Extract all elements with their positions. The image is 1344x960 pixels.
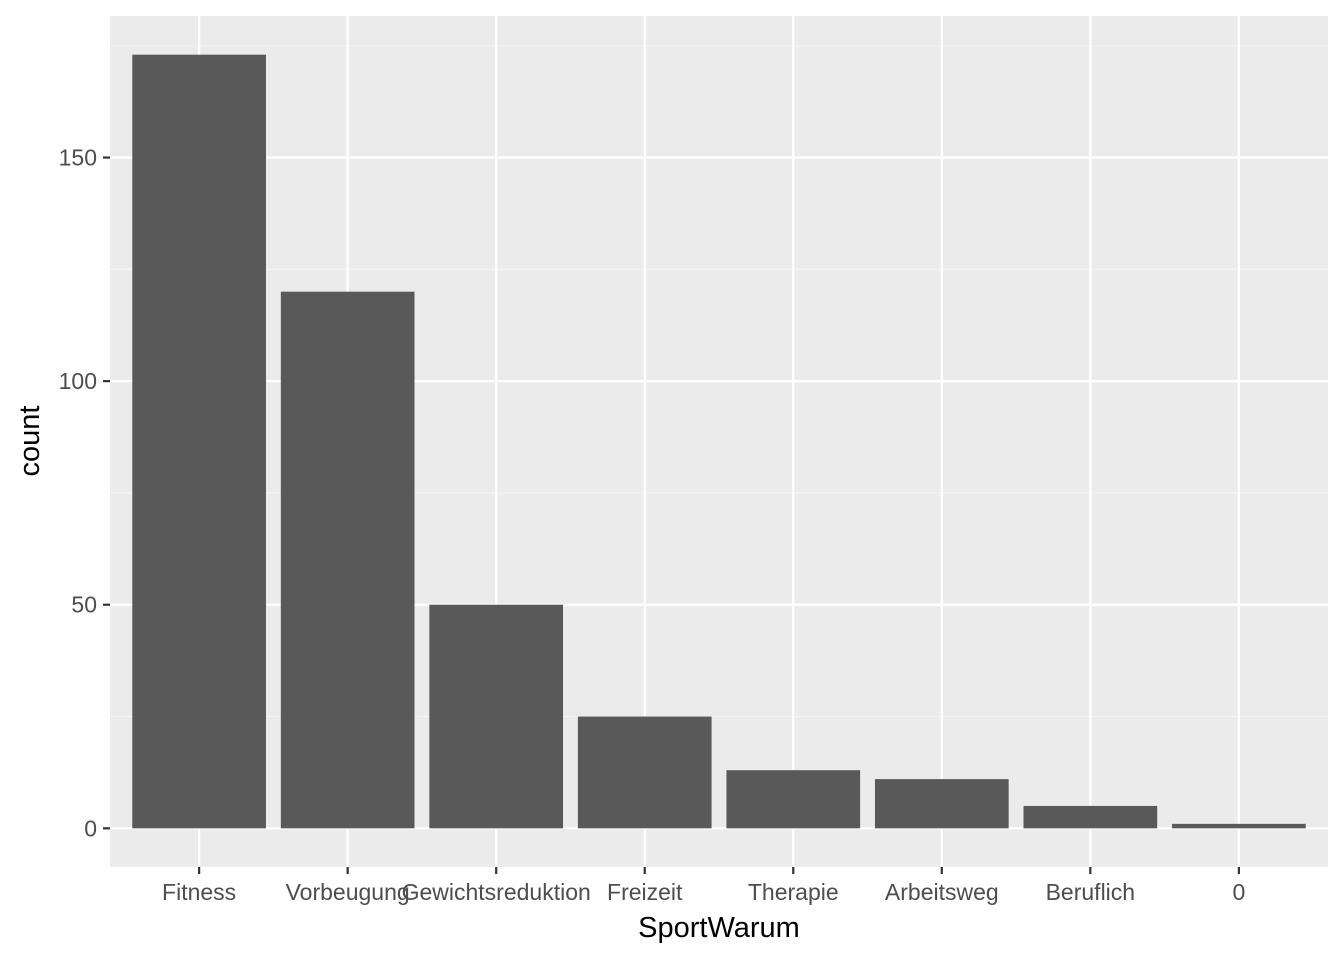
x-tick-label: Beruflich	[1046, 879, 1135, 905]
x-tick-label: 0	[1232, 879, 1245, 905]
bar	[1023, 805, 1158, 829]
bars	[132, 54, 1306, 829]
x-tick-label: Arbeitsweg	[885, 879, 999, 905]
x-tick-label: Vorbeugung	[286, 879, 410, 905]
x-tick-label: Fitness	[162, 879, 236, 905]
x-tick-label: Freizeit	[607, 879, 683, 905]
bar	[874, 779, 1009, 829]
bar	[577, 716, 712, 829]
bar	[1172, 823, 1306, 829]
x-axis-title: SportWarum	[638, 912, 800, 944]
y-axis-title: count	[14, 406, 46, 477]
y-tick-label: 100	[59, 368, 97, 394]
y-tick-label: 0	[84, 815, 97, 841]
y-tick-label: 50	[71, 592, 97, 618]
x-tick-label: Therapie	[748, 879, 839, 905]
bar	[726, 770, 861, 829]
bar	[132, 54, 266, 829]
bar	[280, 291, 415, 829]
x-tick-label: Gewichtsreduktion	[402, 879, 591, 905]
y-axis-ticks: 0 50 100 150	[59, 145, 110, 841]
y-tick-label: 150	[59, 145, 97, 171]
bar	[429, 604, 564, 829]
